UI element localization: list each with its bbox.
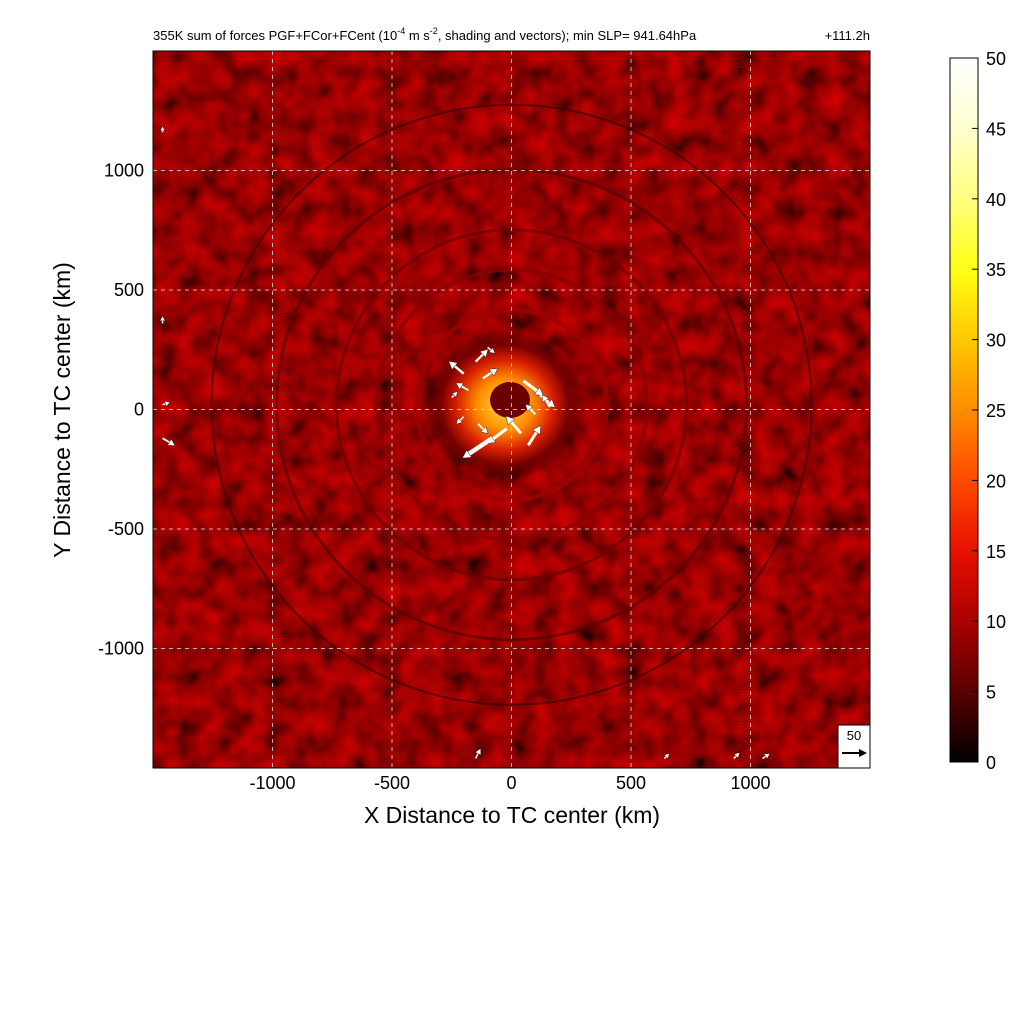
- storm-ring: [275, 168, 748, 642]
- colorbar-tick-label: 10: [986, 612, 1006, 632]
- x-axis-label: X Distance to TC center (km): [364, 802, 660, 828]
- force-vector: [663, 753, 670, 760]
- colorbar-tick-label: 30: [986, 331, 1006, 351]
- x-tick-label: -1000: [249, 773, 295, 793]
- chart-title: 355K sum of forces PGF+FCor+FCent (10-4 …: [153, 26, 697, 43]
- y-axis-label: Y Distance to TC center (km): [49, 262, 75, 558]
- force-vector: [522, 379, 544, 397]
- force-vector: [733, 752, 741, 759]
- y-tick-label: 500: [114, 280, 144, 300]
- y-tick-label: -1000: [98, 639, 144, 659]
- colorbar-tick-label: 15: [986, 542, 1006, 562]
- storm-eye: [490, 382, 530, 418]
- heatmap: [153, 51, 870, 768]
- force-vector: [455, 382, 469, 392]
- y-tick-label: 1000: [104, 161, 144, 181]
- x-tick-label: 1000: [730, 773, 770, 793]
- force-vector: [505, 415, 523, 435]
- y-tick-label: 0: [134, 400, 144, 420]
- force-vector: [542, 394, 551, 408]
- force-vector: [159, 315, 166, 324]
- y-axis-ticks: -1000 -500 0 500 1000: [98, 161, 144, 659]
- force-vector: [159, 125, 166, 133]
- x-tick-label: 0: [506, 773, 516, 793]
- vector-field: [159, 125, 771, 760]
- force-vector: [477, 423, 489, 435]
- force-vector: [482, 368, 499, 380]
- colorbar-tick-label: 35: [986, 260, 1006, 280]
- force-vector: [526, 424, 541, 447]
- time-label: +111.2h: [825, 28, 870, 43]
- colorbar-ticks: 0 5 10 15 20 25 30 35 40 45 50: [972, 49, 1006, 773]
- force-vector: [162, 437, 176, 446]
- plot-frame: [152, 50, 871, 769]
- force-vector: [451, 391, 459, 399]
- force-vector: [762, 753, 771, 760]
- colorbar-tick-label: 20: [986, 471, 1006, 491]
- reference-vector-key: 50: [837, 724, 871, 769]
- force-vector: [455, 416, 465, 425]
- reference-vector-arrowhead: [859, 749, 867, 757]
- force-vector: [462, 436, 494, 459]
- colorbar-tick-label: 0: [986, 753, 996, 773]
- force-vector: [474, 748, 482, 759]
- force-vector: [474, 348, 489, 363]
- colorbar-tick-label: 45: [986, 119, 1006, 139]
- colorbar-tick-label: 50: [986, 49, 1006, 69]
- x-axis-ticks: -1000 -500 0 500 1000: [249, 773, 770, 793]
- x-tick-label: 500: [616, 773, 646, 793]
- reference-vector-label: 50: [847, 728, 861, 743]
- force-vector: [162, 400, 171, 407]
- storm-ring: [210, 103, 813, 706]
- colorbar-tick-label: 40: [986, 190, 1006, 210]
- force-vector: [487, 346, 496, 354]
- colorbar: 0 5 10 15 20 25 30 35 40 45 50: [949, 49, 1006, 773]
- colorbar-tick-label: 25: [986, 401, 1006, 421]
- force-vector: [525, 403, 537, 415]
- colorbar-tick-label: 5: [986, 683, 996, 703]
- x-tick-label: -500: [374, 773, 410, 793]
- y-tick-label: -500: [108, 519, 144, 539]
- force-vector: [448, 360, 465, 375]
